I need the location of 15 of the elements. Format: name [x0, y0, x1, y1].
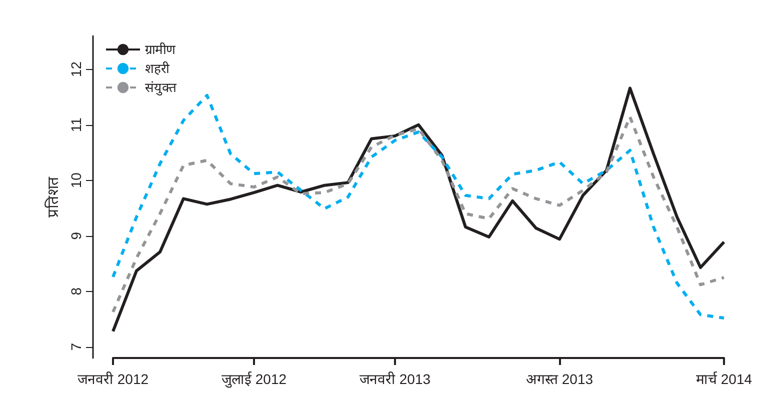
y-tick-label: 12	[68, 61, 84, 78]
x-tick-label: जुलाई 2012	[221, 371, 287, 388]
x-tick-label: अगस्त 2013	[526, 371, 594, 387]
y-tick-label: 7	[68, 342, 84, 351]
y-tick-label: 10	[68, 172, 84, 188]
legend-label: संयुक्त	[145, 80, 177, 96]
legend-label: शहरी	[145, 61, 170, 76]
y-axis-title: प्रतिशत	[44, 176, 62, 218]
y-tick-label: 11	[68, 117, 84, 132]
x-tick-label: जनवरी 2012	[77, 371, 149, 387]
x-tick-label: मार्च 2014	[696, 371, 752, 387]
legend-label: ग्रामीण	[145, 42, 176, 57]
y-tick-label: 9	[68, 232, 84, 240]
x-tick-label: जनवरी 2013	[359, 371, 431, 387]
y-tick-label: 8	[68, 287, 84, 296]
